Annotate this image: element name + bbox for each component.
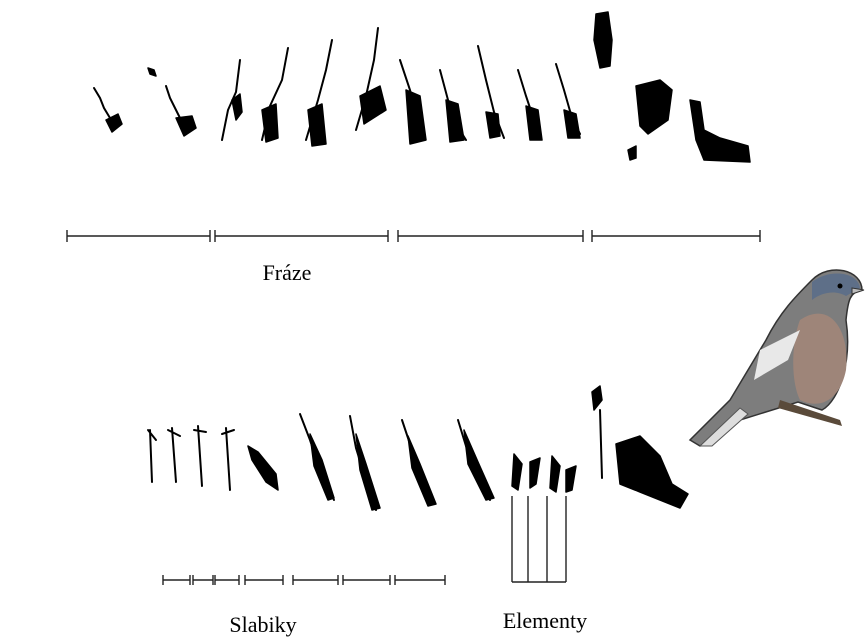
bottom-spectrogram <box>148 386 688 510</box>
bird-illustration <box>690 270 864 446</box>
syllable-label: Slabiky <box>229 612 296 637</box>
diagram: Fráze <box>0 0 865 641</box>
element-lines <box>512 496 566 582</box>
element-label: Elementy <box>503 608 587 633</box>
phrase-brackets <box>67 230 760 242</box>
syllable-brackets <box>163 575 445 585</box>
phrase-label: Fráze <box>263 260 312 285</box>
top-spectrogram <box>94 12 750 162</box>
